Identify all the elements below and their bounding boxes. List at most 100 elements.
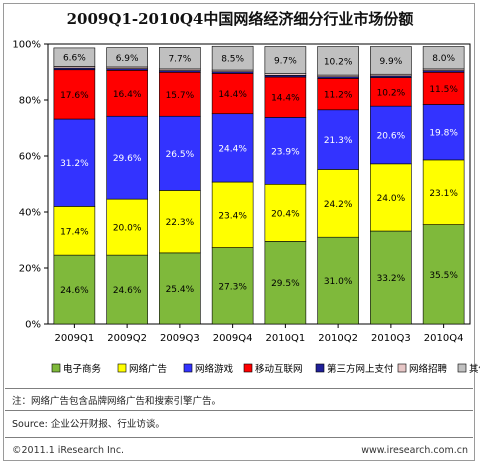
y-tick-label: 0%: [25, 320, 41, 331]
x-tick-label: 2009Q1: [55, 333, 95, 344]
legend-label: 移动互联网: [255, 363, 303, 375]
chart-bars: [53, 45, 465, 325]
bar-segment: [370, 46, 412, 75]
bar-segment: [211, 247, 254, 325]
bar-segment: [211, 45, 254, 71]
legend-swatch: [117, 363, 127, 373]
bar-segment: [317, 78, 359, 111]
legend-swatch: [51, 363, 61, 373]
chart-data-labels: 24.6% 17.4% 31.2% 17.6% 6.6% 24.6% 20.0% 29.6% 1…: [60, 54, 458, 296]
bar-segment: [159, 47, 201, 70]
legend-swatch: [183, 363, 193, 373]
bar-segment: [264, 76, 307, 118]
data-label: 23.4%: [218, 211, 247, 221]
legend-label: 第三方网上支付: [327, 363, 394, 375]
y-tick-label: 20%: [19, 264, 41, 275]
data-label: 24.6%: [113, 286, 142, 296]
x-tick-label: 2010Q4: [424, 333, 464, 344]
data-label: 29.5%: [271, 279, 300, 289]
data-label: 24.4%: [218, 144, 247, 154]
chart-title: 2009Q1-2010Q4中国网络经济细分行业市场份额: [66, 10, 414, 28]
bar-segment: [211, 73, 254, 115]
data-label: 6.6%: [63, 54, 86, 64]
data-label: 17.4%: [60, 227, 89, 237]
website-text: www.iresearch.com.cn: [361, 445, 468, 456]
legend-label: 网络招聘: [409, 363, 448, 375]
bar-segment: [159, 252, 201, 325]
data-label: 17.6%: [60, 91, 89, 101]
data-label: 11.5%: [429, 85, 458, 95]
data-label: 26.5%: [166, 150, 195, 160]
bar-segment: [317, 109, 359, 170]
legend-label: 电子商务: [63, 363, 102, 375]
y-tick-label: 80%: [19, 96, 41, 107]
data-label: 16.4%: [113, 90, 142, 100]
bar-segment: [106, 198, 148, 256]
bar-segment: [422, 46, 465, 70]
legend-swatch: [315, 363, 325, 373]
data-label: 14.4%: [218, 90, 247, 100]
legend-swatch: [457, 363, 467, 373]
bar-segment: [422, 104, 465, 161]
bar-segment: [53, 69, 96, 120]
copyright-text: ©2011.1 iResearch Inc.: [12, 445, 125, 456]
bar-segment: [264, 241, 307, 325]
chart-note: 注：网络广告包含品牌网络广告和搜索引擎广告。: [12, 396, 222, 407]
legend-label: 网络游戏: [195, 363, 234, 375]
bar-segment: [106, 47, 148, 68]
data-label: 6.9%: [116, 54, 139, 64]
data-label: 35.5%: [429, 271, 458, 281]
data-label: 8.5%: [221, 55, 244, 65]
data-label: 20.6%: [377, 132, 406, 142]
data-label: 24.6%: [60, 286, 89, 296]
data-label: 31.2%: [60, 159, 89, 169]
bar-segment: [159, 115, 201, 191]
x-tick-label: 2010Q3: [371, 333, 411, 344]
data-label: 9.9%: [379, 57, 402, 67]
data-label: 10.2%: [324, 57, 353, 67]
x-tick-label: 2010Q2: [318, 333, 358, 344]
data-label: 24.2%: [324, 200, 353, 210]
data-label: 10.2%: [377, 88, 406, 98]
bar-segment: [317, 169, 359, 238]
separator-line: [5, 388, 473, 389]
chart-source: Source: 企业公开财报、行业访谈。: [12, 419, 165, 430]
bar-segment: [211, 181, 254, 248]
data-label: 8.0%: [432, 54, 455, 64]
legend-swatch: [397, 363, 407, 373]
y-tick-label: 40%: [19, 208, 41, 219]
data-label: 23.9%: [271, 147, 300, 157]
bar-segment: [370, 105, 412, 165]
x-tick-label: 2010Q1: [266, 333, 306, 344]
bar-segment: [422, 159, 465, 225]
y-tick-label: 100%: [12, 40, 41, 51]
data-label: 31.0%: [324, 277, 353, 287]
data-label: 24.0%: [377, 194, 406, 204]
bar-segment: [370, 230, 412, 325]
x-tick-label: 2009Q3: [160, 333, 200, 344]
bar-segment: [106, 254, 148, 325]
data-label: 25.4%: [166, 285, 195, 295]
bar-segment: [53, 206, 96, 256]
data-label: 11.2%: [324, 91, 353, 101]
data-label: 7.7%: [168, 55, 191, 65]
bar-segment: [159, 190, 201, 254]
data-label: 22.3%: [166, 218, 195, 228]
separator-line: [5, 437, 473, 438]
data-label: 23.1%: [429, 189, 458, 199]
bar-segment: [53, 118, 96, 207]
plot-area-border: [47, 43, 471, 325]
legend-label: 网络广告: [129, 363, 167, 375]
bar-segment: [264, 117, 307, 185]
bar-segment: [53, 47, 96, 67]
legend-label: 其他: [469, 363, 480, 375]
bar-segment: [53, 254, 96, 325]
chart-axes: 0% 20% 40% 60% 80% 100% 2009Q1 2009Q2 2009Q3 2009…: [12, 40, 471, 344]
bar-segment: [317, 46, 359, 76]
data-label: 14.4%: [271, 94, 300, 104]
data-label: 9.7%: [274, 57, 297, 67]
y-tick-label: 60%: [19, 152, 41, 163]
x-tick-label: 2009Q2: [107, 333, 147, 344]
legend-swatch: [243, 363, 253, 373]
data-label: 33.2%: [377, 274, 406, 284]
